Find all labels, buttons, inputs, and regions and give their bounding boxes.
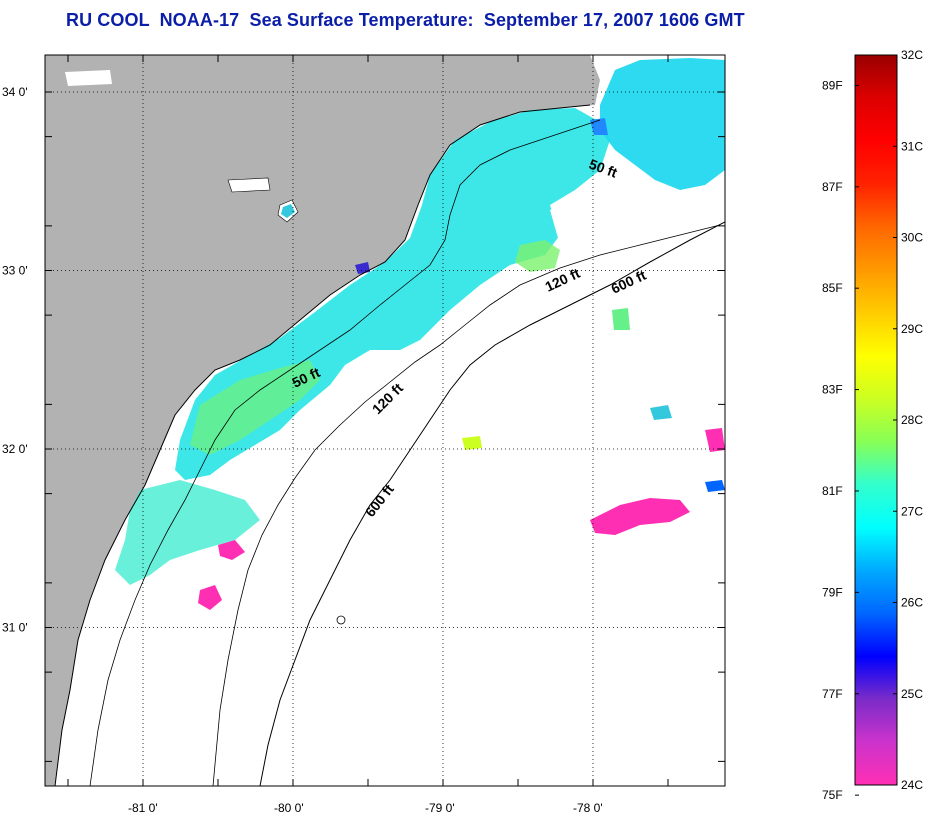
colorbar-celsius-labels: 32C 31C 30C 29C 28C 27C 26C 25C 24C (901, 48, 923, 792)
inland-lake-2 (227, 177, 271, 193)
sst-green-patch (190, 360, 320, 455)
sst-green-speck-east (612, 308, 630, 330)
sst-magenta-patch-southwest (198, 585, 222, 610)
sst-cyan-speck-east (650, 405, 672, 420)
colorbar-ticks (855, 54, 897, 796)
sst-blue-speck-east (705, 480, 725, 492)
colorbar-celsius-label: 29C (901, 322, 923, 336)
colorbar-fahrenheit-label: 79F (822, 585, 843, 599)
lon-label-78: -78 0' (573, 801, 603, 815)
sst-magenta-patch-far-east (705, 428, 725, 452)
map-area (45, 55, 725, 786)
colorbar-celsius-label: 30C (901, 231, 923, 245)
coastline (54, 104, 591, 786)
lon-label-80: -80 0' (274, 801, 304, 815)
colorbar-celsius-label: 31C (901, 139, 923, 153)
inland-lake-3 (65, 70, 112, 86)
map-gridlines (45, 55, 725, 786)
isobath-600ft (259, 221, 725, 786)
colorbar-fahrenheit-label: 83F (822, 383, 843, 397)
colorbar-celsius-label: 26C (901, 596, 923, 610)
map-title: RU COOL NOAA-17 Sea Surface Temperature:… (66, 10, 745, 30)
isobath-50ft (89, 119, 601, 786)
map-frame (44, 54, 726, 787)
sst-yellow-green-patch (462, 436, 482, 450)
colorbar-fahrenheit-label: 77F (822, 687, 843, 701)
colorbar: 32C 31C 30C 29C 28C 27C 26C 25C 24C 89F 87F 85F 83F… (822, 48, 923, 802)
colorbar-fahrenheit-label: 89F (822, 78, 843, 92)
land-mass (45, 55, 600, 786)
colorbar-gradient (854, 54, 898, 786)
colorbar-fahrenheit-labels: 89F 87F 85F 83F 81F 79F 77F 75F (822, 78, 843, 802)
colorbar-fahrenheit-label: 87F (822, 180, 843, 194)
colorbar-celsius-label: 25C (901, 687, 923, 701)
lat-label-32: 32 0' (2, 442, 28, 456)
lat-label-33: 33 0' (2, 264, 28, 278)
sst-northeast-swath (600, 58, 725, 190)
sst-green-patch-north (515, 240, 560, 272)
sst-magenta-patch-east (590, 498, 690, 535)
cloud-gap-mid-shelf (355, 365, 405, 395)
isobath-120ft (212, 224, 721, 786)
map-tick-marks (45, 55, 725, 786)
sst-magenta-patch-south (218, 540, 245, 560)
colorbar-celsius-label: 24C (901, 778, 923, 792)
colorbar-fahrenheit-label: 81F (822, 484, 843, 498)
lon-label-79: -79 0' (425, 801, 455, 815)
colorbar-fahrenheit-label: 75F (822, 788, 843, 802)
colorbar-fahrenheit-label: 85F (822, 281, 843, 295)
inland-lake-1-fill (281, 204, 295, 218)
lat-label-31: 31 0' (2, 621, 28, 635)
colorbar-celsius-label: 27C (901, 504, 923, 518)
colorbar-celsius-label: 28C (901, 413, 923, 427)
sst-purple-speck-coast (355, 262, 370, 274)
seamount-contour (336, 615, 346, 625)
colorbar-celsius-label: 32C (901, 48, 923, 62)
cloud-gap-offshore-north (550, 190, 650, 245)
lat-label-34: 34 0' (2, 85, 28, 99)
sst-southern-scatter (115, 480, 260, 585)
lon-label-81: -81 0' (128, 801, 158, 815)
